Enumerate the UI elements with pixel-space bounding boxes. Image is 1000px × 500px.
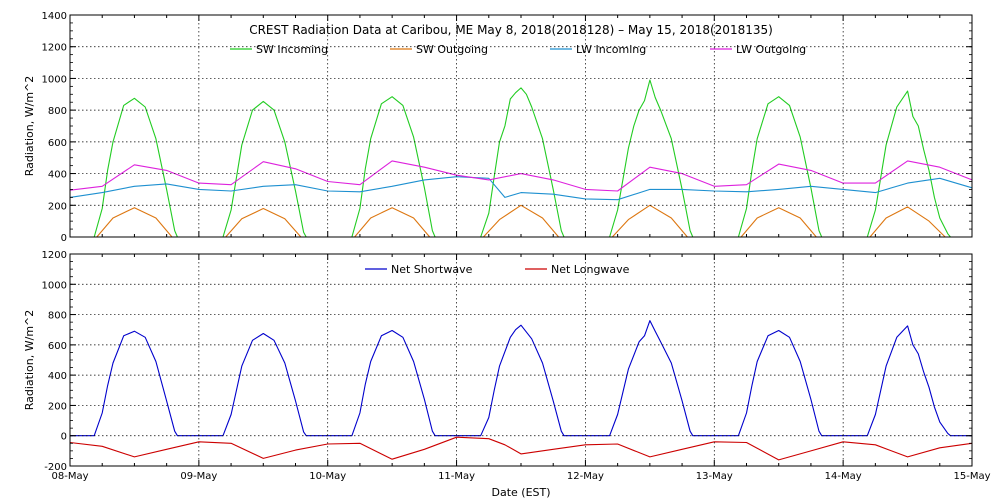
y-tick-label: 1000 — [42, 280, 67, 291]
y-tick-label: 400 — [48, 170, 67, 181]
x-tick-label: 12-May — [567, 471, 604, 482]
x-tick-label: 09-May — [180, 471, 217, 482]
series-line-net-longwave — [69, 436, 973, 461]
y-tick-label: 1400 — [42, 11, 67, 22]
plot-frame — [69, 14, 973, 238]
y-tick-label: 400 — [48, 371, 67, 382]
y-axis-label: Radiation, W/m^2 — [23, 76, 36, 177]
y-tick-label: 0 — [61, 432, 67, 443]
legend-label: SW Incoming — [256, 43, 328, 56]
legend-label: SW Outgoing — [416, 43, 488, 56]
series-line-lw-outgoing — [69, 160, 973, 192]
series-line-lw-incoming — [69, 176, 973, 201]
series-line-net-shortwave — [70, 320, 972, 437]
y-tick-label: 1200 — [42, 43, 67, 54]
y-tick-label: 1200 — [42, 250, 67, 261]
plot-frame — [69, 253, 973, 467]
x-tick-label: 10-May — [309, 471, 346, 482]
y-axis-label: Radiation, W/m^2 — [23, 310, 36, 411]
series-line-sw-incoming — [70, 79, 972, 238]
y-tick-label: 1000 — [42, 74, 67, 85]
y-tick-label: 0 — [61, 233, 67, 244]
x-tick-label: 08-May — [51, 471, 88, 482]
x-tick-label: 14-May — [825, 471, 862, 482]
x-tick-label: 15-May — [953, 471, 990, 482]
chart-panel-2: -200 0 200 400 600 800 1000 1200 08-May 09-May 10-… — [23, 250, 991, 499]
legend-label: LW Outgoing — [736, 43, 806, 56]
legend-label: LW Incoming — [576, 43, 646, 56]
y-tick-label: 600 — [48, 341, 67, 352]
y-tick-label: -200 — [44, 462, 67, 473]
x-tick-label: 13-May — [696, 471, 733, 482]
series-line-sw-outgoing — [70, 204, 972, 238]
chart-panel-1: 0 200 400 600 800 1000 1200 1400 Radiation, W/m^… — [23, 11, 973, 244]
legend-label: Net Shortwave — [391, 263, 473, 276]
x-tick-label: 11-May — [438, 471, 475, 482]
y-tick-label: 600 — [48, 138, 67, 149]
chart-title: CREST Radiation Data at Caribou, ME May … — [249, 23, 773, 37]
y-tick-label: 800 — [48, 311, 67, 322]
y-tick-label: 200 — [48, 201, 67, 212]
x-axis-label: Date (EST) — [491, 486, 550, 499]
legend-label: Net Longwave — [551, 263, 630, 276]
y-tick-label: 200 — [48, 401, 67, 412]
y-tick-label: 800 — [48, 106, 67, 117]
